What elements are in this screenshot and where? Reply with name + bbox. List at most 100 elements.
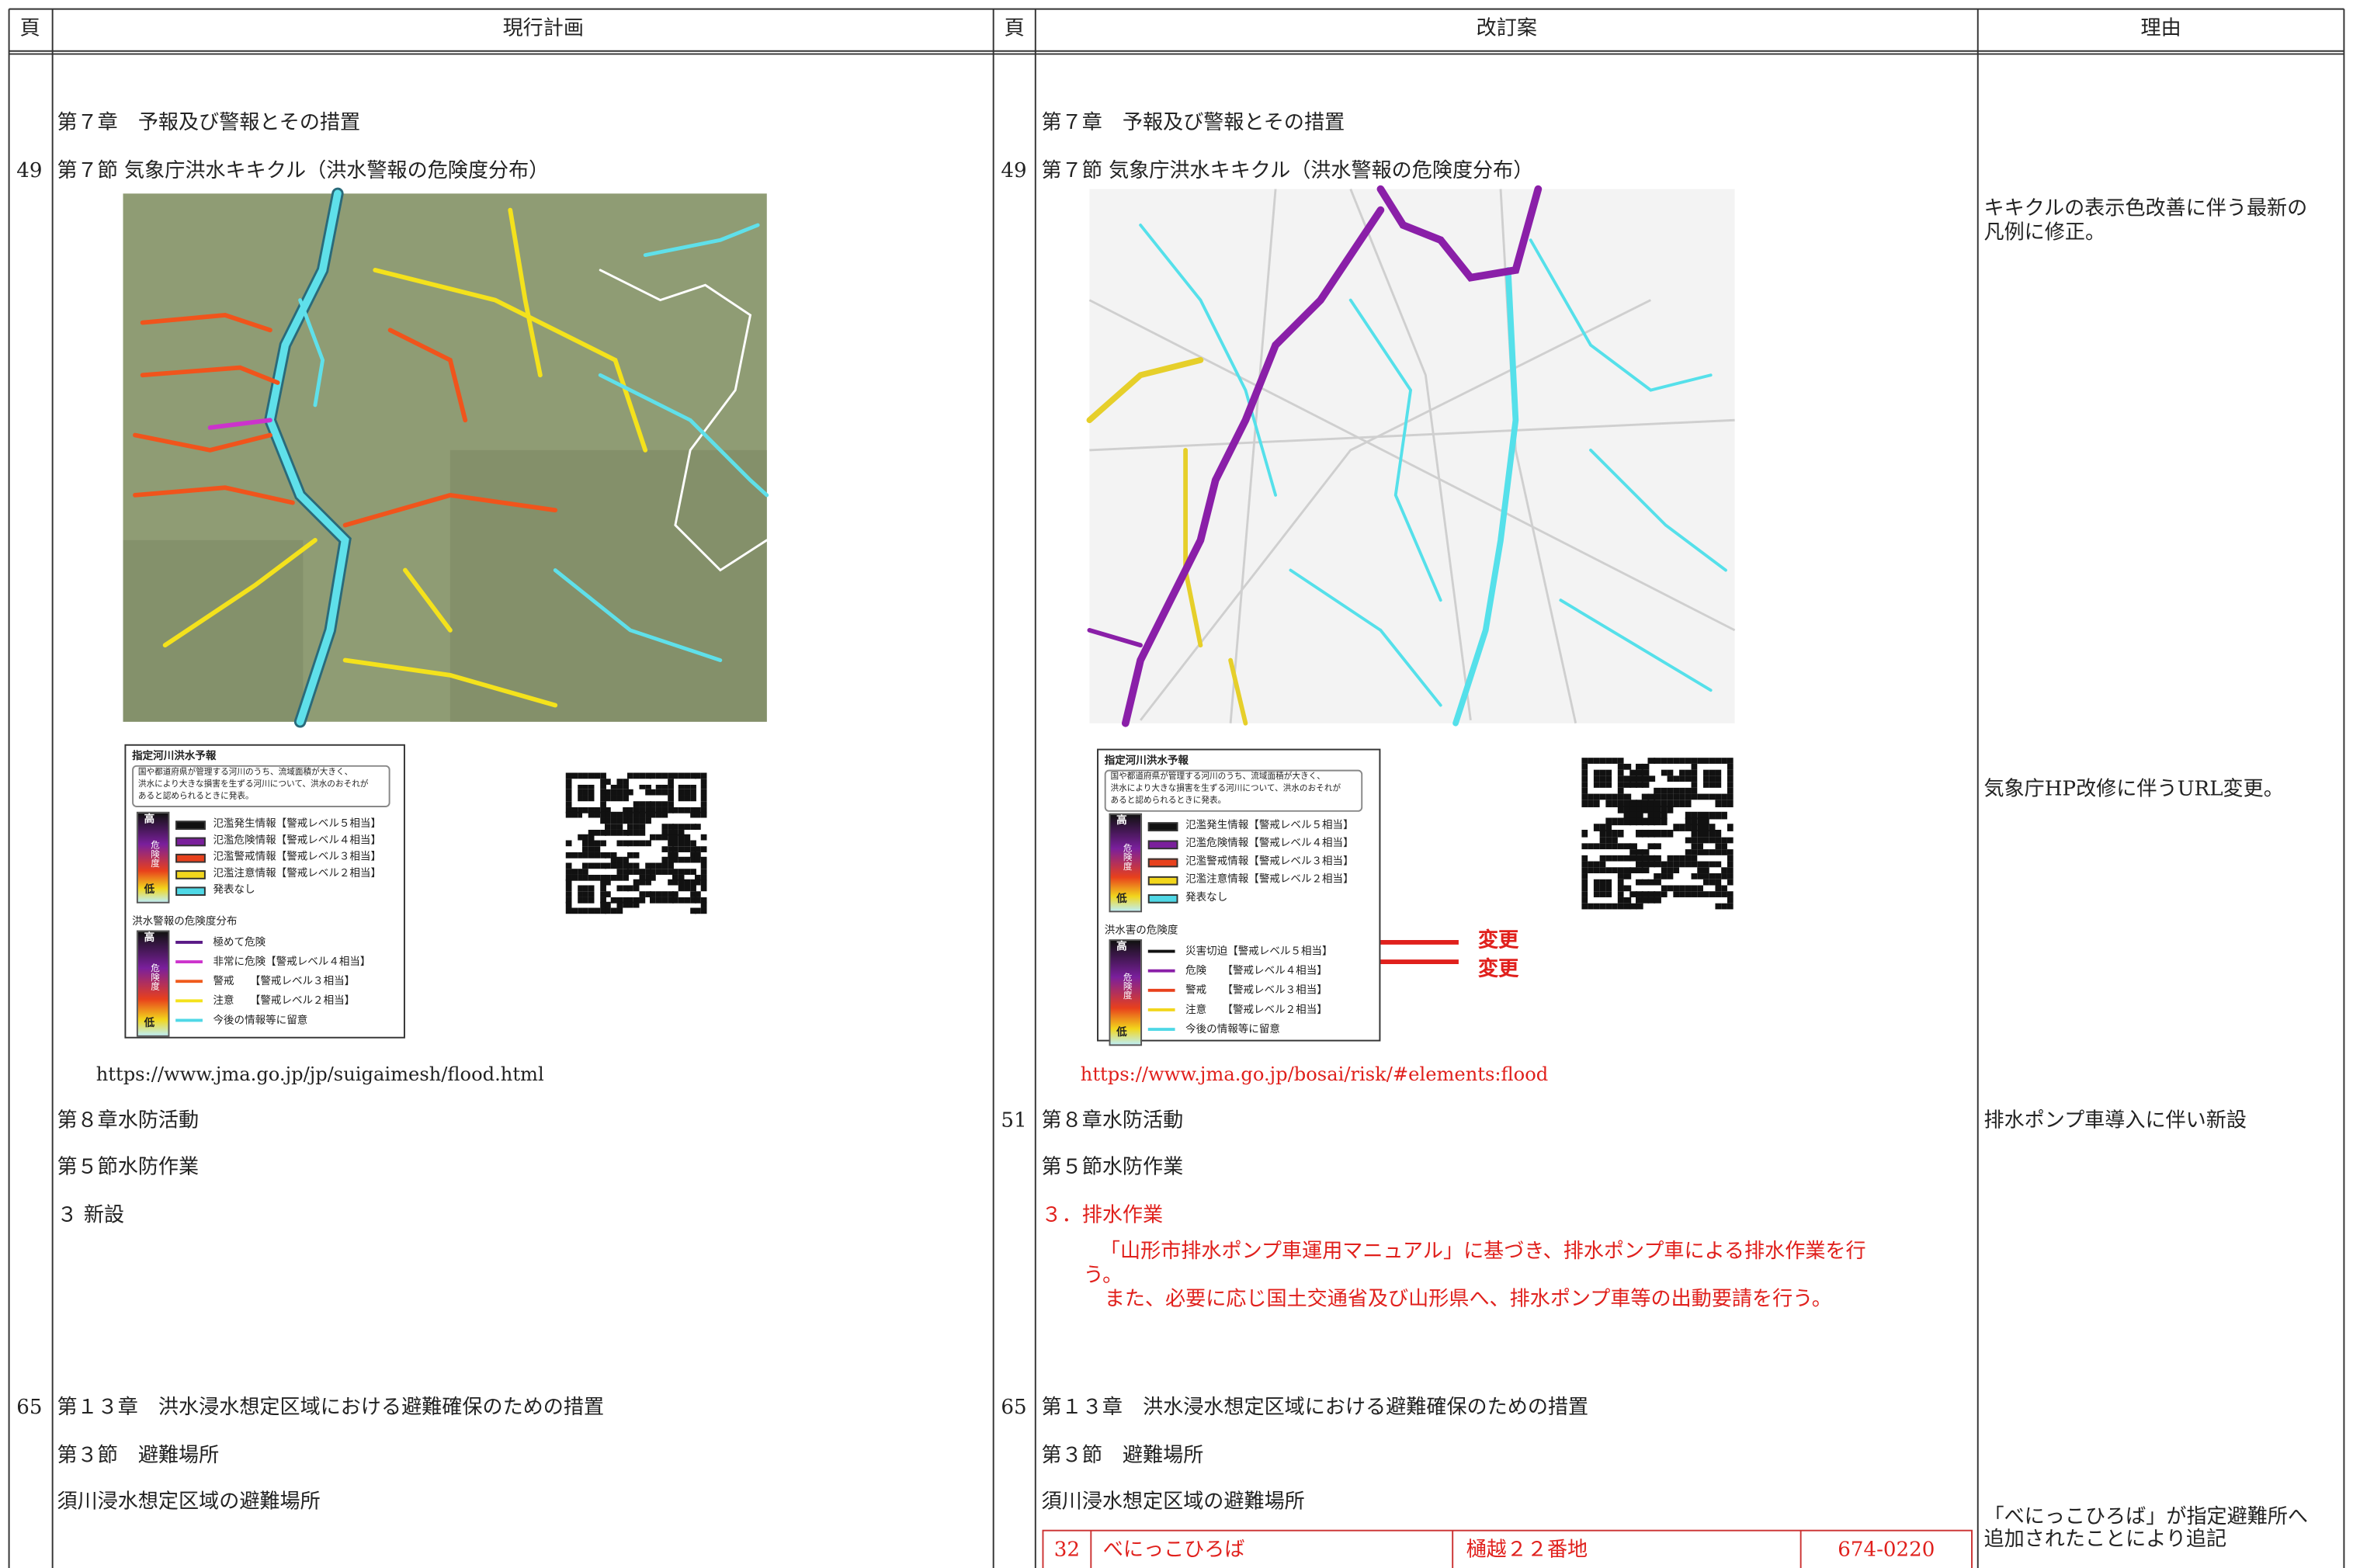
qr-module: [1690, 848, 1698, 855]
change-mark: 変更: [1478, 957, 1519, 982]
qr-module: [1672, 890, 1679, 898]
risk-gauge: 高危険度低: [1109, 939, 1143, 1046]
qr-module: [661, 869, 668, 875]
legend-label: 氾濫危険情報【警戒レベル４相当】: [1185, 837, 1354, 850]
qr-module: [1618, 806, 1625, 813]
qr-module: [622, 807, 629, 813]
qr-module: [1727, 782, 1734, 789]
qr-module: [588, 829, 595, 835]
qr-module: [633, 823, 640, 830]
qr-module: [577, 874, 583, 880]
qr-module: [1605, 885, 1612, 892]
gauge-high: 高: [144, 813, 155, 826]
qr-module: [1654, 812, 1661, 819]
qr-module: [1727, 903, 1734, 910]
qr-module: [1642, 866, 1649, 873]
qr-module: [1624, 866, 1631, 873]
qr-module: [701, 897, 707, 904]
qr-module: [594, 807, 600, 813]
qr-module: [605, 852, 612, 858]
qr-module: [678, 897, 685, 904]
qr-module: [1612, 758, 1619, 765]
legend-label: 発表なし: [213, 883, 255, 897]
legend-swatch: [1147, 840, 1178, 850]
qr-module: [1605, 890, 1612, 898]
qr-module: [639, 891, 645, 897]
qr-module: [1618, 775, 1625, 782]
qr-module: [1599, 903, 1607, 910]
qr-module: [588, 772, 595, 779]
qr-module: [577, 789, 583, 796]
qr-module: [689, 897, 696, 904]
qr-module: [1599, 842, 1607, 849]
qr-module: [689, 807, 696, 813]
qr-module: [678, 874, 685, 880]
qr-module: [689, 869, 696, 875]
qr-module: [1636, 848, 1643, 855]
qr-module: [701, 902, 707, 909]
qr-module: [644, 812, 651, 819]
qr-module: [582, 852, 589, 858]
legend-swatch: [175, 837, 206, 847]
qr-module: [1709, 872, 1716, 879]
qr-module: [594, 840, 600, 847]
qr-module: [689, 795, 696, 802]
qr-module: [1618, 758, 1625, 765]
qr-module: [1624, 842, 1631, 849]
qr-module: [1727, 769, 1734, 776]
qr-module: [1594, 775, 1601, 782]
qr-module: [1690, 872, 1698, 879]
qr-module: [605, 862, 612, 869]
qr-module: [1648, 800, 1655, 807]
qr-module: [661, 857, 668, 864]
qr-module: [1642, 830, 1649, 838]
qr-module: [1721, 890, 1728, 898]
qr-module: [1654, 860, 1661, 868]
qr-module: [678, 807, 685, 813]
qr-module: [1715, 860, 1722, 868]
qr-module: [577, 807, 583, 813]
qr-module: [701, 795, 707, 802]
qr-module: [1636, 806, 1643, 813]
qr-module: [689, 840, 696, 847]
qr-module: [1636, 903, 1643, 910]
qr-module: [1612, 836, 1619, 843]
qr-module: [1721, 794, 1728, 801]
qr-module: [701, 789, 707, 796]
qr-module: [577, 784, 583, 790]
legend: 指定河川洪水予報 国や都道府県が管理する河川のうち、流域面積が大きく、 洪水により大…: [124, 744, 405, 1039]
qr-module: [1696, 872, 1703, 879]
qr-module: [616, 862, 623, 869]
qr-module: [1594, 824, 1601, 831]
qr-module: [1685, 890, 1692, 898]
qr-module: [1605, 800, 1612, 807]
legend-note-line: 洪水により大きな損害を生ずる河川について、洪水のおそれが: [137, 780, 369, 789]
qr-module: [1642, 890, 1649, 898]
qr-module: [1594, 860, 1601, 868]
qr-module: [599, 874, 606, 880]
qr-module: [695, 772, 702, 779]
qr-module: [1690, 860, 1698, 868]
qr-module: [1696, 890, 1703, 898]
qr-module: [1727, 879, 1734, 886]
qr-module: [1629, 903, 1637, 910]
qr-module: [644, 862, 651, 869]
qr-module: [1709, 794, 1716, 801]
qr-module: [701, 784, 707, 790]
legend-swatch: [1147, 858, 1178, 868]
heading: 須川浸水想定区域の避難場所: [57, 1490, 321, 1514]
qr-module: [622, 817, 629, 824]
qr-module: [1654, 806, 1661, 813]
qr-module: [1660, 758, 1668, 765]
qr-module: [1581, 866, 1588, 873]
qr-module: [1629, 806, 1637, 813]
qr-module: [610, 907, 617, 914]
legend-line: [1147, 1008, 1175, 1011]
legend-label: 注意 【警戒レベル２相当】: [1185, 1004, 1327, 1016]
qr-module: [588, 907, 595, 914]
heading: 第１３章 洪水浸水想定区域における避難確保のための措置: [57, 1395, 605, 1420]
qr-module: [622, 885, 629, 892]
qr-module: [644, 891, 651, 897]
qr-module: [571, 874, 578, 880]
